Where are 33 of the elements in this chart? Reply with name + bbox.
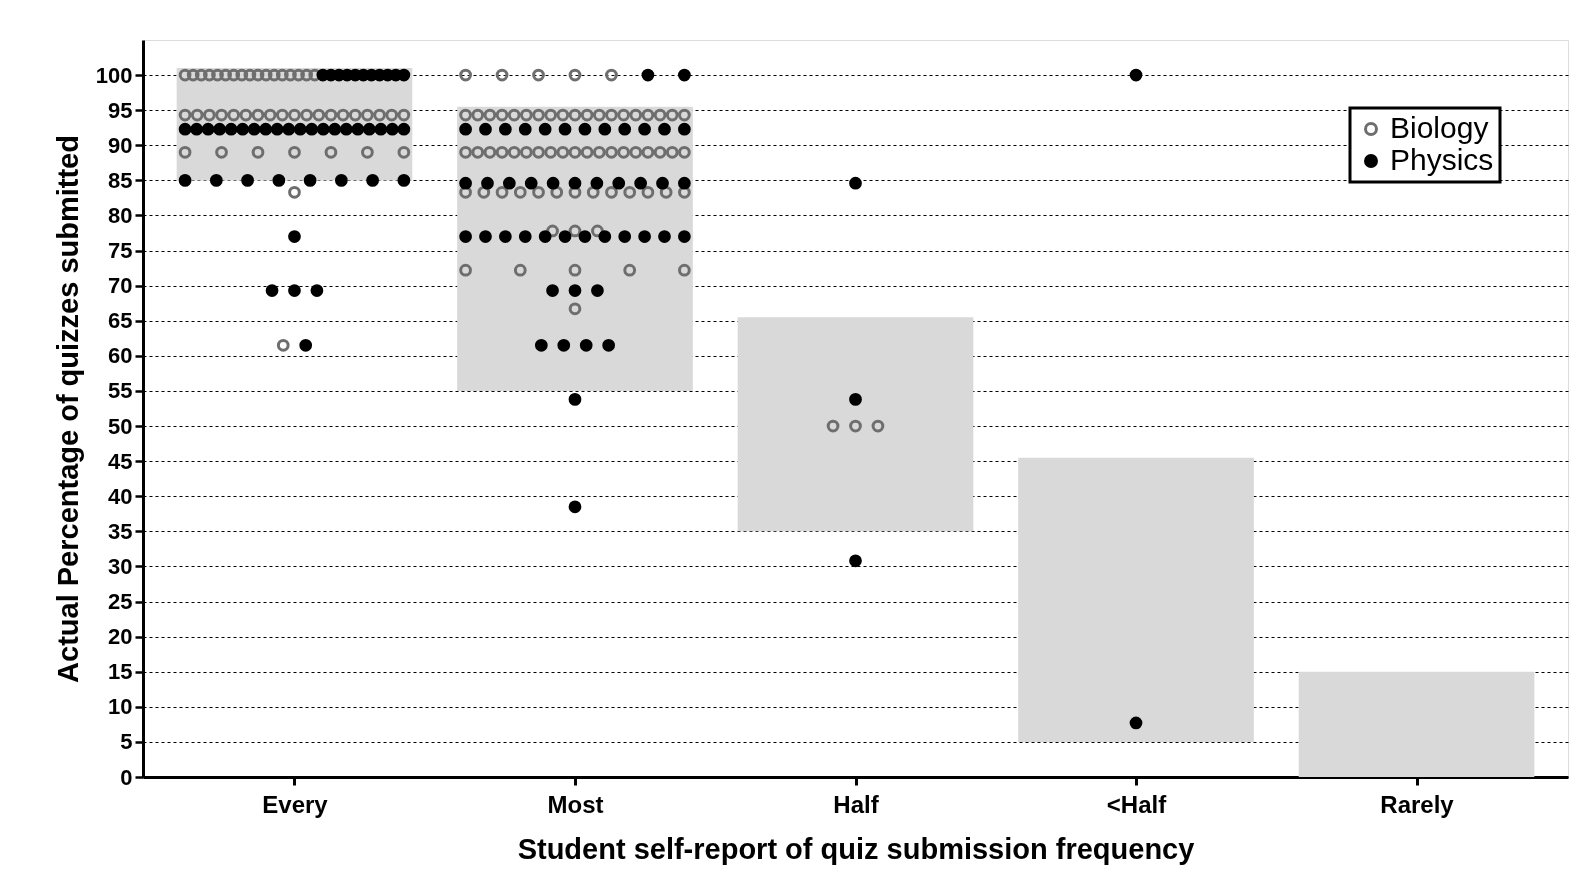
legend-label: Biology — [1390, 111, 1489, 144]
x-tick-label: Most — [547, 790, 604, 818]
x-tick-label: Every — [262, 790, 329, 818]
y-tick-label: 10 — [108, 694, 133, 720]
y-tick-label: 95 — [108, 97, 133, 123]
legend-label: Physics — [1390, 143, 1494, 176]
x-axis-title: Student self-report of quiz submission frequency — [517, 832, 1195, 865]
y-tick-label: 80 — [108, 202, 133, 228]
x-tick-label: Rarely — [1380, 790, 1455, 818]
y-tick-label: 70 — [108, 273, 133, 299]
y-tick-label: 90 — [108, 132, 133, 158]
y-tick-label: 0 — [120, 764, 133, 790]
bar — [1298, 671, 1535, 777]
y-tick-label: 15 — [108, 659, 133, 685]
bar — [737, 317, 974, 532]
y-tick-label: 25 — [108, 589, 133, 615]
x-tick-label: <Half — [1106, 790, 1168, 818]
y-tick-label: 40 — [108, 483, 133, 509]
y-tick-label: 30 — [108, 553, 133, 579]
y-axis-title: Actual Percentage of quizzes submitted — [51, 135, 84, 683]
y-tick-label: 5 — [120, 729, 133, 755]
y-tick-label: 100 — [95, 62, 133, 88]
y-tick-label: 45 — [108, 448, 133, 474]
y-tick-label: 60 — [108, 343, 133, 369]
x-tick-label: Half — [833, 790, 880, 818]
y-tick-label: 50 — [108, 413, 133, 439]
bar — [1018, 457, 1254, 742]
y-tick-label: 35 — [108, 518, 133, 544]
y-tick-label: 75 — [108, 238, 133, 264]
y-tick-label: 55 — [108, 378, 133, 404]
y-tick-label: 65 — [108, 308, 133, 334]
y-tick-label: 20 — [108, 624, 133, 650]
y-tick-label: 85 — [108, 167, 133, 193]
